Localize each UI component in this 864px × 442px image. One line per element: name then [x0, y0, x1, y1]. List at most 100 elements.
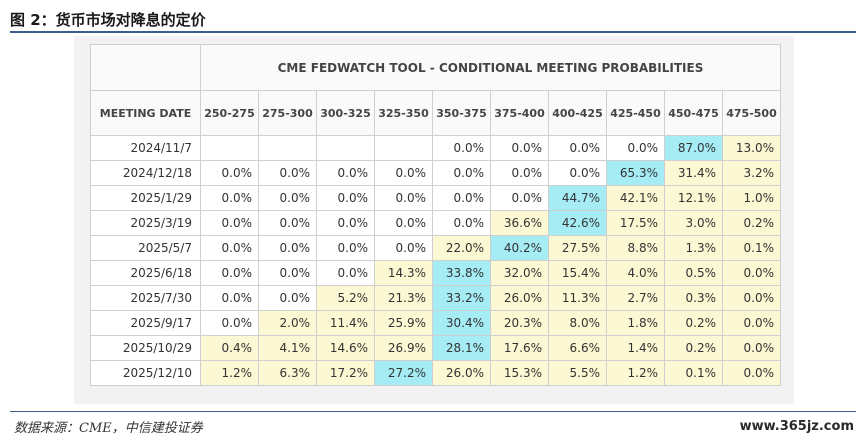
probability-cell: 0.0%	[374, 160, 433, 186]
rate-range-header: 475-500	[722, 90, 781, 136]
probability-cell: 0.3%	[664, 285, 723, 311]
probability-cell: 30.4%	[432, 310, 491, 336]
probability-cell: 0.0%	[258, 210, 317, 236]
probability-cell: 1.4%	[606, 335, 665, 361]
table-row: 2025/6/18 0.0% 0.0% 0.0% 14.3% 33.8% 32.0% 15.4…	[90, 260, 781, 286]
meeting-date-cell: 2024/12/18	[90, 160, 201, 186]
probability-cell: 0.0%	[258, 235, 317, 261]
probability-cell: 0.0%	[258, 285, 317, 311]
probability-cell: 0.0%	[200, 310, 259, 336]
meeting-date-cell: 2025/6/18	[90, 260, 201, 286]
table-header-title: CME FEDWATCH TOOL - CONDITIONAL MEETING …	[200, 44, 781, 91]
table-row: 2025/1/29 0.0% 0.0% 0.0% 0.0% 0.0% 0.0% 44.7% 42…	[90, 185, 781, 211]
probability-cell	[258, 135, 317, 161]
probability-cell: 11.4%	[316, 310, 375, 336]
probability-cell: 0.0%	[722, 260, 781, 286]
table-row: 2024/11/7 0.0% 0.0% 0.0% 0.0% 87.0% 13.0%	[90, 135, 781, 161]
rate-range-header: 375-400	[490, 90, 549, 136]
probability-cell: 0.0%	[722, 360, 781, 386]
probability-cell: 0.0%	[432, 160, 491, 186]
rate-range-header: 350-375	[432, 90, 491, 136]
probability-cell: 0.0%	[722, 335, 781, 361]
probability-cell: 26.0%	[432, 360, 491, 386]
rate-range-header: 450-475	[664, 90, 723, 136]
table-title-row: CME FEDWATCH TOOL - CONDITIONAL MEETING …	[90, 44, 781, 91]
probability-cell: 0.4%	[200, 335, 259, 361]
probability-cell	[200, 135, 259, 161]
probability-cell: 0.0%	[722, 310, 781, 336]
probability-cell: 0.0%	[200, 260, 259, 286]
probability-cell: 17.5%	[606, 210, 665, 236]
meeting-date-cell: 2025/3/19	[90, 210, 201, 236]
meeting-date-cell: 2025/5/7	[90, 235, 201, 261]
rate-range-header: 300-325	[316, 90, 375, 136]
probability-cell: 25.9%	[374, 310, 433, 336]
probability-cell: 0.0%	[432, 185, 491, 211]
probability-cell: 0.0%	[722, 285, 781, 311]
probability-cell: 8.8%	[606, 235, 665, 261]
probability-cell: 1.2%	[200, 360, 259, 386]
title-rule	[10, 31, 856, 33]
probability-cell: 0.1%	[664, 360, 723, 386]
probability-cell: 1.3%	[664, 235, 723, 261]
probability-cell: 1.2%	[606, 360, 665, 386]
probability-cell: 31.4%	[664, 160, 723, 186]
probability-cell: 0.0%	[200, 210, 259, 236]
table-row: 2025/10/29 0.4% 4.1% 14.6% 26.9% 28.1% 17.6% 6.…	[90, 335, 781, 361]
probability-cell: 15.4%	[548, 260, 607, 286]
meeting-date-cell: 2025/1/29	[90, 185, 201, 211]
probability-cell: 15.3%	[490, 360, 549, 386]
probability-cell: 2.0%	[258, 310, 317, 336]
probability-cell: 0.0%	[374, 210, 433, 236]
probability-cell: 33.2%	[432, 285, 491, 311]
probability-cell: 26.0%	[490, 285, 549, 311]
probability-cell: 0.0%	[200, 285, 259, 311]
probability-cell: 0.0%	[374, 235, 433, 261]
probability-cell: 27.5%	[548, 235, 607, 261]
probability-cell: 3.2%	[722, 160, 781, 186]
probability-cell: 4.1%	[258, 335, 317, 361]
rate-range-header: 325-350	[374, 90, 433, 136]
probability-cell: 0.0%	[200, 235, 259, 261]
rate-range-header: 250-275	[200, 90, 259, 136]
probability-cell: 44.7%	[548, 185, 607, 211]
probability-cell: 12.1%	[664, 185, 723, 211]
probability-cell: 6.6%	[548, 335, 607, 361]
probability-cell: 0.0%	[548, 160, 607, 186]
probability-cell: 0.0%	[490, 160, 549, 186]
meeting-date-cell: 2025/12/10	[90, 360, 201, 386]
probability-cell: 1.8%	[606, 310, 665, 336]
probability-cell: 87.0%	[664, 135, 723, 161]
probability-cell: 42.1%	[606, 185, 665, 211]
probability-cell: 0.5%	[664, 260, 723, 286]
figure-title: 图 2：货币市场对降息的定价	[10, 11, 206, 29]
probability-cell	[374, 135, 433, 161]
probability-cell: 42.6%	[548, 210, 607, 236]
probability-cell: 14.6%	[316, 335, 375, 361]
table-row: 2025/7/30 0.0% 0.0% 5.2% 21.3% 33.2% 26.0% 11.3…	[90, 285, 781, 311]
rate-range-header: 400-425	[548, 90, 607, 136]
table-row: 2025/9/17 0.0% 2.0% 11.4% 25.9% 30.4% 20.3% 8.0…	[90, 310, 781, 336]
source-note: 数据来源：CME，中信建投证券	[14, 421, 203, 436]
probability-cell	[316, 135, 375, 161]
fedwatch-probability-table: CME FEDWATCH TOOL - CONDITIONAL MEETING …	[90, 44, 781, 386]
probability-cell: 5.2%	[316, 285, 375, 311]
probability-cell: 0.0%	[490, 135, 549, 161]
probability-cell: 27.2%	[374, 360, 433, 386]
column-header-row: MEETING DATE 250-275 275-300 300-325 325-35…	[90, 90, 781, 136]
probability-cell: 0.0%	[258, 185, 317, 211]
probability-cell: 0.0%	[200, 185, 259, 211]
probability-cell: 0.2%	[664, 310, 723, 336]
table-row: 2025/12/10 1.2% 6.3% 17.2% 27.2% 26.0% 15.3% 5.…	[90, 360, 781, 386]
probability-cell: 0.2%	[722, 210, 781, 236]
probability-cell: 22.0%	[432, 235, 491, 261]
probability-cell: 0.0%	[432, 210, 491, 236]
probability-cell: 0.0%	[316, 210, 375, 236]
probability-cell: 0.0%	[432, 135, 491, 161]
probability-cell: 36.6%	[490, 210, 549, 236]
probability-cell: 0.0%	[548, 135, 607, 161]
probability-cell: 0.0%	[316, 235, 375, 261]
probability-cell: 0.0%	[490, 185, 549, 211]
table-row: 2025/5/7 0.0% 0.0% 0.0% 0.0% 22.0% 40.2% 27.5% 8…	[90, 235, 781, 261]
probability-cell: 0.0%	[316, 160, 375, 186]
